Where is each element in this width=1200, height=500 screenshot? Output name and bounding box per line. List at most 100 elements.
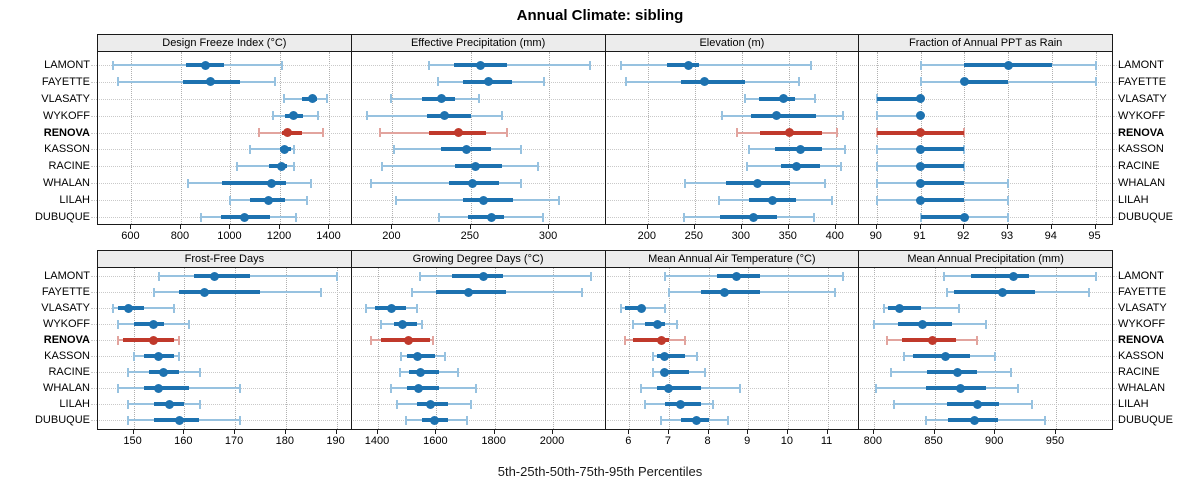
whisker-cap	[976, 335, 979, 345]
grid-line-v	[787, 268, 789, 429]
median-dot	[461, 144, 471, 154]
median-dot	[676, 399, 686, 409]
whisker-cap	[963, 161, 966, 171]
interquartile-bar	[625, 306, 646, 310]
whisker-cap	[152, 287, 155, 297]
station-label-left: VLASATY	[41, 302, 90, 314]
axis-tick	[826, 430, 828, 434]
axis-tick-label: 1600	[423, 435, 448, 447]
whisker-cap	[257, 128, 260, 138]
whisker-cap	[925, 415, 928, 425]
median-dot	[415, 367, 425, 377]
axis-tick-label: 300	[731, 230, 750, 242]
whisker-cap	[320, 287, 323, 297]
row-guide-stub	[91, 388, 97, 389]
row-guide	[860, 308, 1111, 309]
whisker-cap	[640, 383, 643, 393]
interquartile-bar	[920, 181, 965, 186]
interquartile-bar	[657, 386, 701, 390]
row-guide-stub	[1113, 81, 1119, 83]
grid-line-v	[392, 52, 394, 224]
whisker-cap	[1094, 77, 1097, 87]
whisker-cap	[1007, 195, 1009, 205]
percentile-whisker	[370, 182, 521, 185]
axis-tick-label: 350	[778, 230, 797, 242]
row-guide	[606, 372, 858, 373]
row-guide-stub	[1113, 149, 1119, 151]
median-dot	[959, 212, 969, 222]
whisker-cap	[652, 351, 655, 361]
panel	[858, 268, 1113, 430]
whisker-cap	[198, 367, 201, 377]
median-dot	[475, 60, 485, 70]
whisker-cap	[427, 60, 430, 70]
interquartile-bar	[758, 96, 796, 101]
percentile-whisker	[883, 307, 959, 309]
axis-tick	[391, 225, 393, 229]
whisker-cap	[875, 144, 878, 154]
whisker-cap	[365, 303, 368, 313]
whisker-cap	[117, 319, 120, 329]
axis-tick-label: 950	[1045, 435, 1065, 447]
axis-tick-label: 900	[985, 435, 1004, 447]
median-dot	[916, 161, 925, 171]
whisker-cap	[893, 399, 896, 409]
grid-line-v	[180, 52, 182, 224]
median-dot	[768, 195, 778, 205]
panel	[97, 268, 352, 430]
interquartile-bar	[657, 354, 685, 358]
grid-line-v	[235, 268, 237, 429]
grid-line-v	[647, 52, 649, 224]
percentile-whisker	[621, 64, 812, 66]
whisker-cap	[1044, 415, 1046, 425]
axis-tick	[278, 225, 280, 229]
grid-line-v	[827, 268, 829, 429]
median-dot	[916, 94, 925, 104]
row-guide	[99, 98, 350, 100]
panel	[350, 52, 606, 225]
interquartile-bar	[194, 274, 251, 278]
percentile-whisker	[876, 114, 921, 117]
row-guide-stub	[1113, 308, 1119, 309]
axis-tick-label: 90	[869, 230, 882, 242]
interquartile-bar	[953, 290, 1036, 294]
median-dot	[276, 161, 286, 171]
whisker-cap	[721, 111, 724, 121]
station-label-right: LILAH	[1118, 398, 1149, 410]
whisker-cap	[667, 287, 670, 297]
median-dot	[483, 77, 493, 87]
median-dot	[439, 111, 449, 121]
grid-line-v	[378, 268, 379, 429]
median-dot	[280, 144, 290, 154]
whisker-cap	[127, 415, 130, 425]
station-label-right: LAMONT	[1118, 59, 1164, 71]
station-label-right: RENOVA	[1118, 334, 1165, 346]
axis-tick	[693, 225, 695, 229]
median-dot	[998, 287, 1007, 297]
grid-line-v	[1055, 268, 1057, 429]
interquartile-bar	[221, 181, 287, 186]
axis-tick-label: 1800	[481, 435, 506, 447]
whisker-cap	[875, 178, 878, 188]
whisker-cap	[1017, 383, 1020, 393]
whisker-cap	[581, 287, 584, 297]
median-dot	[404, 335, 414, 345]
grid-line-v	[494, 268, 496, 429]
row-guide-stub	[1113, 98, 1119, 100]
row-guide-stub	[1113, 65, 1119, 66]
whisker-cap	[306, 195, 309, 205]
row-guide-stub	[91, 404, 97, 405]
axis-tick	[786, 430, 788, 434]
row-guide-stub	[91, 132, 97, 134]
median-dot	[154, 351, 164, 361]
panel-strip: Effective Precipitation (mm)	[350, 34, 606, 52]
whisker-cap	[309, 178, 312, 188]
grid-line-v	[1051, 52, 1053, 224]
whisker-cap	[198, 399, 201, 409]
whisker-cap	[684, 178, 687, 188]
interquartile-bar	[282, 130, 303, 135]
axis-tick	[707, 430, 709, 434]
axis-tick	[834, 225, 836, 229]
whisker-cap	[663, 271, 666, 281]
whisker-cap	[416, 303, 419, 313]
